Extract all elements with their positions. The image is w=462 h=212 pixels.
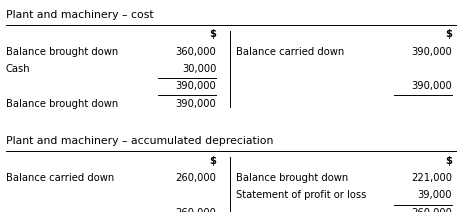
Text: Cash: Cash (6, 64, 30, 74)
Text: Balance brought down: Balance brought down (6, 99, 118, 109)
Text: 390,000: 390,000 (176, 99, 216, 109)
Text: $: $ (209, 29, 216, 39)
Text: 390,000: 390,000 (411, 81, 452, 91)
Text: 360,000: 360,000 (176, 46, 216, 57)
Text: 390,000: 390,000 (176, 81, 216, 91)
Text: 221,000: 221,000 (411, 173, 452, 183)
Text: 260,000: 260,000 (411, 208, 452, 212)
Text: $: $ (445, 29, 452, 39)
Text: Balance brought down: Balance brought down (236, 173, 348, 183)
Text: Balance carried down: Balance carried down (236, 46, 344, 57)
Text: Balance brought down: Balance brought down (6, 46, 118, 57)
Text: Plant and machinery – accumulated depreciation: Plant and machinery – accumulated deprec… (6, 136, 273, 146)
Text: $: $ (209, 156, 216, 166)
Text: Plant and machinery – cost: Plant and machinery – cost (6, 10, 153, 20)
Text: $: $ (445, 156, 452, 166)
Text: 30,000: 30,000 (182, 64, 216, 74)
Text: Statement of profit or loss: Statement of profit or loss (236, 190, 366, 200)
Text: Balance carried down: Balance carried down (6, 173, 114, 183)
Text: 260,000: 260,000 (176, 208, 216, 212)
Text: 390,000: 390,000 (411, 46, 452, 57)
Text: 260,000: 260,000 (176, 173, 216, 183)
Text: 39,000: 39,000 (417, 190, 452, 200)
